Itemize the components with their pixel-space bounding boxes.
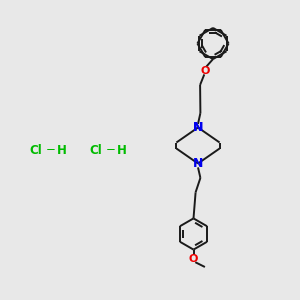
Text: N: N — [193, 121, 203, 134]
Text: Cl: Cl — [30, 143, 42, 157]
Text: H: H — [117, 143, 126, 157]
Text: O: O — [201, 65, 210, 76]
Text: −: − — [106, 143, 115, 157]
Text: −: − — [46, 143, 55, 157]
Text: N: N — [193, 121, 203, 134]
Text: N: N — [193, 157, 203, 170]
Text: H: H — [57, 143, 66, 157]
Text: O: O — [189, 254, 198, 264]
Text: Cl: Cl — [90, 143, 102, 157]
